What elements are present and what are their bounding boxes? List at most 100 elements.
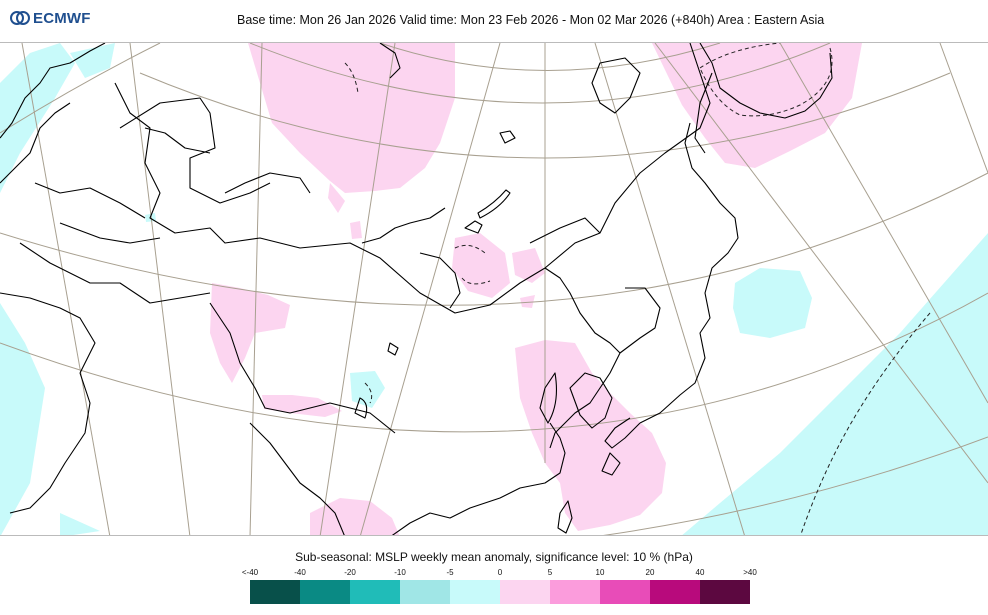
- legend-tick-label: 40: [695, 568, 705, 577]
- coastline: [361, 207, 446, 244]
- legend-swatch: [450, 580, 500, 604]
- graticule-meridian: [319, 43, 396, 535]
- significance-contour: [800, 312, 931, 535]
- anomaly-shading: [0, 43, 988, 535]
- coastline: [387, 342, 399, 356]
- coastline: [544, 43, 711, 269]
- coastline: [601, 452, 621, 476]
- legend-swatch: [500, 580, 550, 604]
- significance-contour: [344, 62, 359, 94]
- positive-anomaly-region: [210, 283, 290, 383]
- legend-tick-label: >40: [743, 568, 757, 577]
- graticule-parallel: [0, 43, 161, 134]
- graticule-parallel: [379, 43, 721, 71]
- legend-title: Sub-seasonal: MSLP weekly mean anomaly, …: [295, 550, 693, 564]
- ecmwf-logo-icon: [10, 11, 30, 25]
- coastline: [9, 372, 91, 514]
- border: [34, 182, 161, 244]
- positive-anomaly-region: [350, 221, 362, 239]
- legend-tick-label: -10: [394, 568, 406, 577]
- positive-anomaly-region: [520, 295, 535, 308]
- graticule-meridian: [249, 43, 263, 535]
- graticule-parallel: [249, 43, 831, 104]
- ecmwf-logo: ECMWF: [10, 9, 91, 27]
- negative-anomaly-region: [0, 303, 45, 535]
- coastline: [144, 127, 211, 154]
- legend-tick-label: 0: [497, 568, 503, 577]
- legend-tick-label: <-40: [241, 568, 259, 577]
- significance-contour: [364, 382, 373, 404]
- coastline: [694, 72, 713, 154]
- negative-anomaly-region: [350, 371, 385, 408]
- coastline: [249, 422, 345, 535]
- legend-tick-label: 20: [645, 568, 655, 577]
- graticule-parallel: [139, 72, 951, 159]
- graticule-meridian: [21, 43, 111, 535]
- legend-tick-label: 10: [595, 568, 605, 577]
- border: [119, 97, 271, 204]
- legend-tick-label: -40: [294, 568, 306, 577]
- significance-contours: [344, 43, 931, 535]
- legend-swatch: [600, 580, 650, 604]
- graticule-parallel: [0, 292, 988, 433]
- positive-anomaly-region: [310, 498, 400, 535]
- positive-anomaly-region: [452, 233, 510, 298]
- graticule-meridian: [654, 43, 988, 484]
- positive-anomaly-region: [328, 183, 345, 213]
- coastline: [499, 130, 516, 144]
- coastline: [0, 102, 71, 184]
- legend-swatch: [300, 580, 350, 604]
- legend-swatch: [250, 580, 300, 604]
- legend-swatch: [700, 580, 750, 604]
- legend-tick-labels: <-40 -40 -20 -10 -5 0 5 10 20 40 >40: [0, 568, 988, 580]
- significance-contour: [454, 244, 491, 285]
- graticule-meridian: [360, 43, 501, 535]
- coastline: [544, 267, 621, 449]
- positive-anomaly-region: [652, 43, 862, 168]
- graticule-meridian: [939, 43, 988, 174]
- coastline: [0, 43, 106, 139]
- coastline: [464, 220, 483, 234]
- positive-anomaly-region: [512, 248, 545, 283]
- negative-anomaly-region: [60, 513, 100, 535]
- positive-anomaly-region: [248, 43, 455, 193]
- coastline: [699, 43, 833, 119]
- coastline: [591, 57, 641, 114]
- positive-anomaly-region: [515, 340, 666, 531]
- map-title: Base time: Mon 26 Jan 2026 Valid time: M…: [237, 13, 825, 27]
- coastline: [477, 189, 511, 219]
- negative-anomaly-region: [70, 43, 115, 78]
- legend-swatch: [650, 580, 700, 604]
- coastline: [419, 252, 461, 309]
- coastline: [557, 500, 573, 534]
- legend-swatch: [400, 580, 450, 604]
- map-canvas[interactable]: [0, 43, 988, 536]
- coastline: [224, 172, 311, 194]
- graticule-parallel: [602, 436, 988, 535]
- coastline: [391, 422, 566, 535]
- legend-colorbar: [250, 580, 750, 604]
- coastline: [539, 372, 557, 424]
- coastline: [354, 397, 368, 419]
- legend-tick-label: -20: [344, 568, 356, 577]
- coastline: [604, 417, 641, 449]
- negative-anomaly-region: [733, 268, 812, 338]
- coastline: [379, 43, 401, 79]
- graticule-parallel: [0, 172, 988, 306]
- negative-anomaly-region: [682, 233, 988, 535]
- graticule-meridian: [129, 43, 191, 535]
- coastline: [569, 372, 613, 429]
- border: [114, 82, 546, 314]
- map-panel[interactable]: [0, 42, 988, 536]
- legend-swatch: [350, 580, 400, 604]
- border: [0, 292, 96, 374]
- legend-swatch: [550, 580, 600, 604]
- border: [19, 242, 211, 304]
- negative-anomaly-region: [0, 43, 75, 193]
- coastline: [639, 122, 739, 424]
- coastlines: [0, 43, 833, 535]
- legend-tick-label: 5: [547, 568, 553, 577]
- legend-tick-label: -5: [446, 568, 454, 577]
- logo-text: ECMWF: [33, 9, 91, 27]
- coastline: [619, 287, 661, 354]
